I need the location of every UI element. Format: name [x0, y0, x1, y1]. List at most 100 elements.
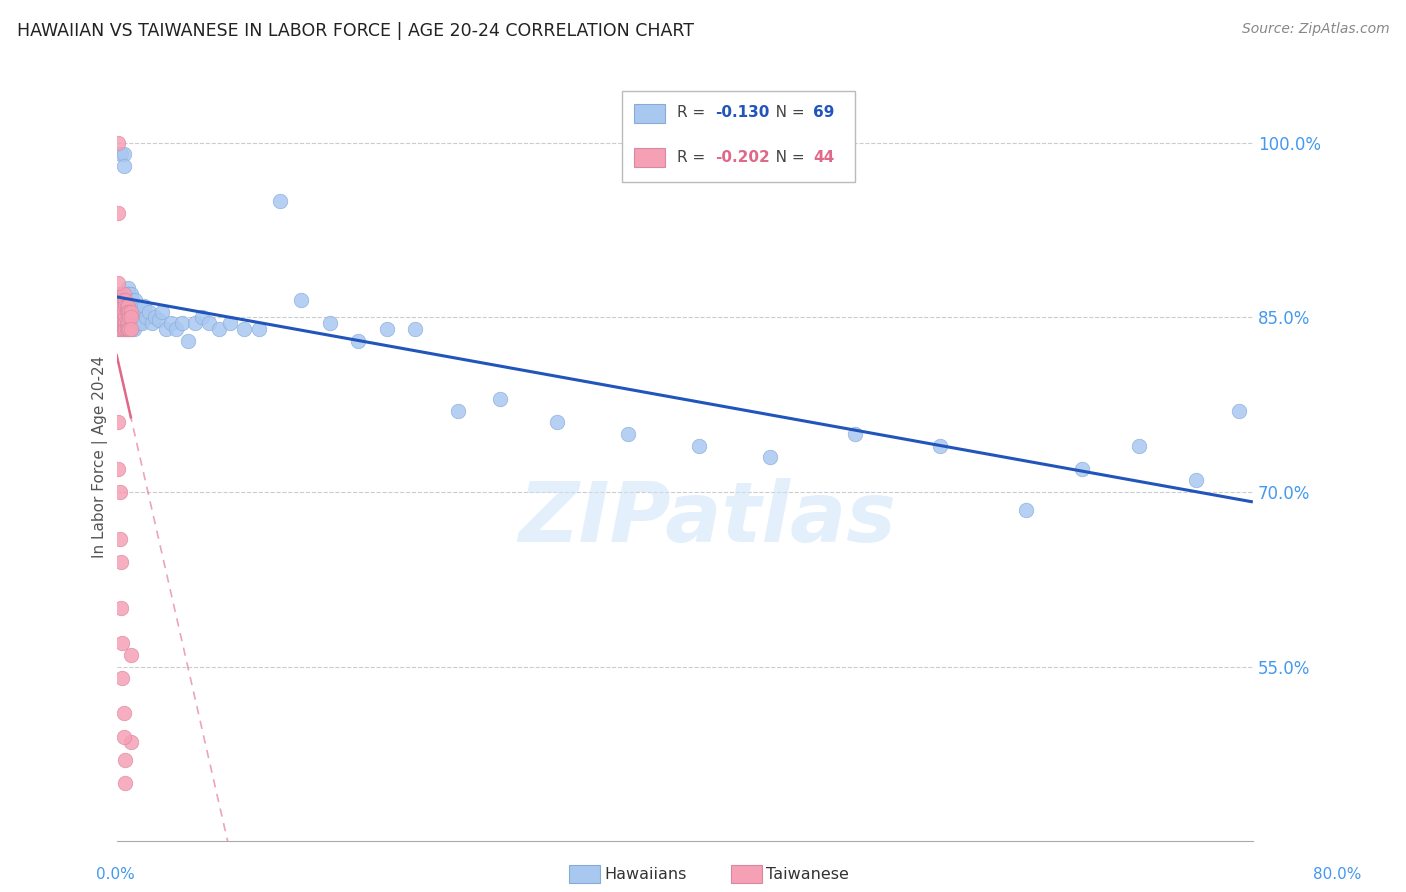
Point	[108, 316, 131, 330]
Point	[115, 287, 138, 301]
Point	[107, 205, 129, 219]
Point	[118, 304, 141, 318]
Point	[112, 316, 135, 330]
Text: R =: R =	[676, 150, 710, 165]
Point	[1014, 502, 1036, 516]
Y-axis label: In Labor Force | Age 20-24: In Labor Force | Age 20-24	[93, 356, 108, 558]
Point	[107, 462, 129, 476]
Point	[120, 304, 142, 318]
Bar	[623, 91, 855, 182]
Point	[233, 322, 256, 336]
Point	[118, 304, 141, 318]
Point	[107, 304, 129, 318]
Point	[107, 299, 129, 313]
Point	[269, 194, 291, 208]
Point	[117, 316, 139, 330]
Point	[120, 310, 142, 325]
Point	[117, 304, 139, 318]
Point	[108, 287, 131, 301]
Point	[138, 304, 160, 318]
Text: Source: ZipAtlas.com: Source: ZipAtlas.com	[1241, 22, 1389, 37]
Point	[112, 706, 135, 721]
Point	[114, 776, 136, 790]
Point	[118, 322, 141, 336]
Point	[121, 293, 143, 307]
Point	[122, 322, 145, 336]
Text: 80.0%: 80.0%	[1313, 867, 1361, 881]
Point	[112, 287, 135, 301]
Point	[110, 316, 132, 330]
Point	[489, 392, 512, 406]
Point	[120, 735, 142, 749]
Point	[118, 310, 141, 325]
Point	[446, 403, 468, 417]
Point	[110, 601, 132, 615]
Point	[108, 322, 131, 336]
Point	[114, 322, 136, 336]
Point	[219, 316, 242, 330]
Point	[114, 299, 136, 313]
Point	[347, 334, 370, 348]
Text: -0.130: -0.130	[716, 105, 770, 120]
Point	[120, 310, 142, 325]
Point	[844, 426, 866, 441]
Point	[112, 322, 135, 336]
Point	[141, 316, 163, 330]
Point	[111, 299, 134, 313]
Point	[114, 287, 136, 301]
Point	[132, 299, 155, 313]
Point	[1185, 474, 1208, 488]
Point	[112, 304, 135, 318]
Point	[122, 299, 145, 313]
Text: HAWAIIAN VS TAIWANESE IN LABOR FORCE | AGE 20-24 CORRELATION CHART: HAWAIIAN VS TAIWANESE IN LABOR FORCE | A…	[17, 22, 695, 40]
Point	[115, 316, 138, 330]
Point	[247, 322, 270, 336]
Point	[617, 426, 640, 441]
Point	[110, 299, 132, 313]
Point	[117, 322, 139, 336]
Point	[118, 299, 141, 313]
Point	[1128, 438, 1150, 452]
Point	[111, 287, 134, 301]
Point	[1071, 462, 1094, 476]
Point	[112, 147, 135, 161]
Point	[112, 293, 135, 307]
Point	[688, 438, 710, 452]
Point	[170, 316, 193, 330]
Point	[318, 316, 340, 330]
Point	[120, 322, 142, 336]
Point	[111, 299, 134, 313]
Point	[127, 304, 149, 318]
Point	[131, 316, 153, 330]
Point	[184, 316, 207, 330]
Point	[111, 636, 134, 650]
Point	[112, 730, 135, 744]
Point	[108, 485, 131, 500]
Point	[107, 322, 129, 336]
Point	[115, 322, 138, 336]
Point	[143, 310, 166, 325]
Text: Hawaiians: Hawaiians	[605, 867, 688, 881]
Point	[159, 316, 181, 330]
Point	[111, 671, 134, 685]
Point	[107, 415, 129, 429]
Point	[375, 322, 398, 336]
Point	[110, 555, 132, 569]
Point	[759, 450, 782, 464]
Point	[115, 299, 138, 313]
Point	[404, 322, 426, 336]
Point	[114, 310, 136, 325]
Point	[155, 322, 177, 336]
Bar	[634, 148, 665, 168]
Point	[114, 753, 136, 767]
Point	[198, 316, 221, 330]
Point	[114, 293, 136, 307]
Point	[121, 322, 143, 336]
Point	[120, 648, 142, 662]
Point	[165, 322, 187, 336]
Point	[107, 276, 129, 290]
Point	[110, 304, 132, 318]
Point	[1227, 403, 1250, 417]
Point	[290, 293, 312, 307]
Text: 69: 69	[813, 105, 835, 120]
